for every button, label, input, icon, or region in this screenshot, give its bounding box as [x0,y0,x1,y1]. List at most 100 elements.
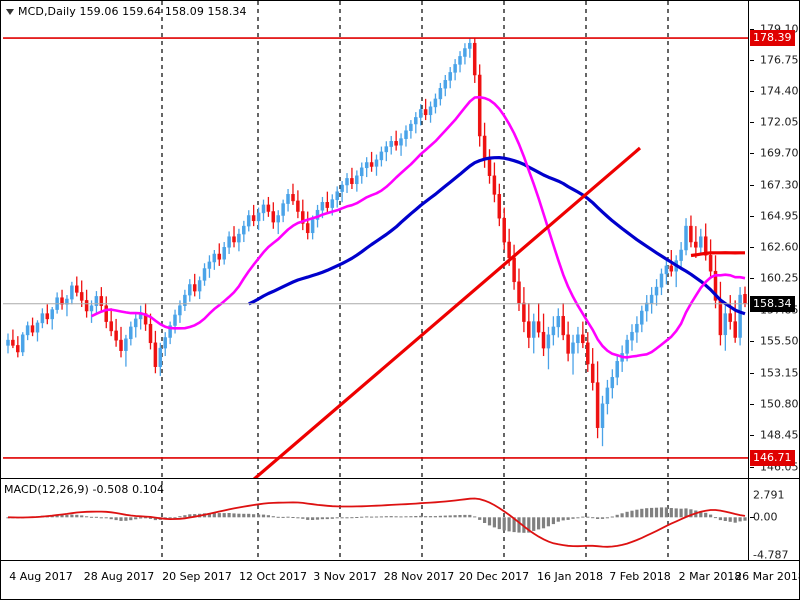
macd-histogram-bar [247,513,251,518]
macd-histogram-bar [409,516,413,518]
candle-body [266,204,271,212]
candle-body [75,285,79,293]
macd-tick [750,517,754,519]
candle-body [114,330,118,341]
macd-histogram-bar [610,516,614,518]
candle-body [482,135,487,161]
macd-histogram-bar [581,516,585,518]
macd-histogram-bar [591,517,595,519]
candle-body [713,270,718,301]
candle-body [276,215,280,223]
macd-histogram-bar [104,517,108,519]
macd-histogram-bar [315,517,320,520]
candle-body [310,219,315,234]
candle-body [35,322,40,333]
triangle-down-icon[interactable] [6,8,14,15]
macd-histogram-bar [286,516,290,518]
macd-histogram-bar [134,517,138,520]
macd-histogram-bar [537,517,541,530]
candle-body [153,342,158,367]
macd-histogram-bar [99,517,103,519]
macd-histogram-bar [330,517,334,519]
candle-body [531,321,536,338]
candle-body [423,109,428,116]
price-axis-label: 150.80 [760,397,799,411]
price-series [3,37,748,478]
macd-histogram-bar [370,516,374,518]
macd-histogram-bar [517,517,521,533]
macd-histogram-bar [207,513,211,518]
macd-histogram-bar [463,514,467,518]
macd-histogram-bar [424,516,428,518]
macd-histogram-bar [384,516,388,518]
macd-histogram-bar [60,514,64,518]
macd-histogram-bar [654,507,659,518]
macd-histogram-bar [492,517,496,528]
candle-body [237,233,241,243]
macd-histogram-bar [389,516,393,518]
macd-histogram-bar [532,517,536,531]
macd-histogram-bar [355,517,359,518]
candle-body [654,286,659,296]
macd-histogram-bar [640,508,644,518]
macd-axis-label: 2.791 [753,488,785,502]
current-price-badge[interactable]: 158.34 [750,295,795,312]
candle-body [640,310,644,325]
macd-histogram-bar [497,517,501,530]
price-tick [750,466,754,468]
macd-histogram-bar [718,517,722,521]
macd-histogram-bar [379,516,383,518]
candle-body [148,323,153,344]
candle-body [418,109,423,118]
candle-body [718,300,723,336]
candle-body [590,363,595,383]
candle-body [409,123,413,131]
macd-histogram-bar [70,514,74,518]
macd-histogram-bar [556,517,560,522]
macd-histogram-bar [586,516,590,518]
macd-histogram-bar [527,517,531,533]
macd-histogram-bar [335,517,339,519]
candle-body [453,64,457,73]
macd-legend-text: MACD(12,26,9) -0.508 0.104 [4,483,165,496]
candle-body [109,321,113,332]
candle-body [50,309,54,320]
price-axis-label: 176.75 [760,53,799,67]
macd-histogram-bar [404,516,408,518]
price-tick [750,216,754,218]
macd-histogram-bar [630,510,634,518]
symbol-legend[interactable]: MCD,Daily 159.06 159.64 158.09 158.34 [6,5,247,18]
macd-histogram-bar [257,514,261,518]
candle-body [743,294,747,305]
candle-body [610,377,615,389]
candle-body [320,202,325,211]
price-axis-label: 167.30 [760,178,799,192]
price-pane[interactable] [0,0,800,479]
price-axis-label: 172.05 [760,115,799,129]
candle-body [359,167,364,177]
support-price-badge[interactable]: 146.71 [750,449,795,466]
candle-body [477,74,482,137]
macd-pane[interactable] [0,479,800,561]
price-tick [750,153,754,155]
candle-body [512,257,516,283]
macd-histogram-bar [296,517,300,519]
price-tick [750,59,754,61]
candle-body [527,321,531,338]
macd-histogram-bar [237,513,241,518]
macd-histogram-bar [252,514,256,518]
candle-body [581,334,585,344]
macd-histogram-bar [645,508,649,518]
candle-body [364,162,369,169]
macd-histogram-bar [124,517,128,521]
candle-body [173,314,177,326]
candle-body [600,403,605,428]
resistance-price-badge[interactable]: 178.39 [750,30,795,47]
candle-body [443,80,448,89]
trendline [252,146,642,478]
macd-histogram-bar [483,517,487,523]
moving-average-fast [90,95,746,359]
candle-body [345,178,349,186]
candle-body [497,194,502,219]
